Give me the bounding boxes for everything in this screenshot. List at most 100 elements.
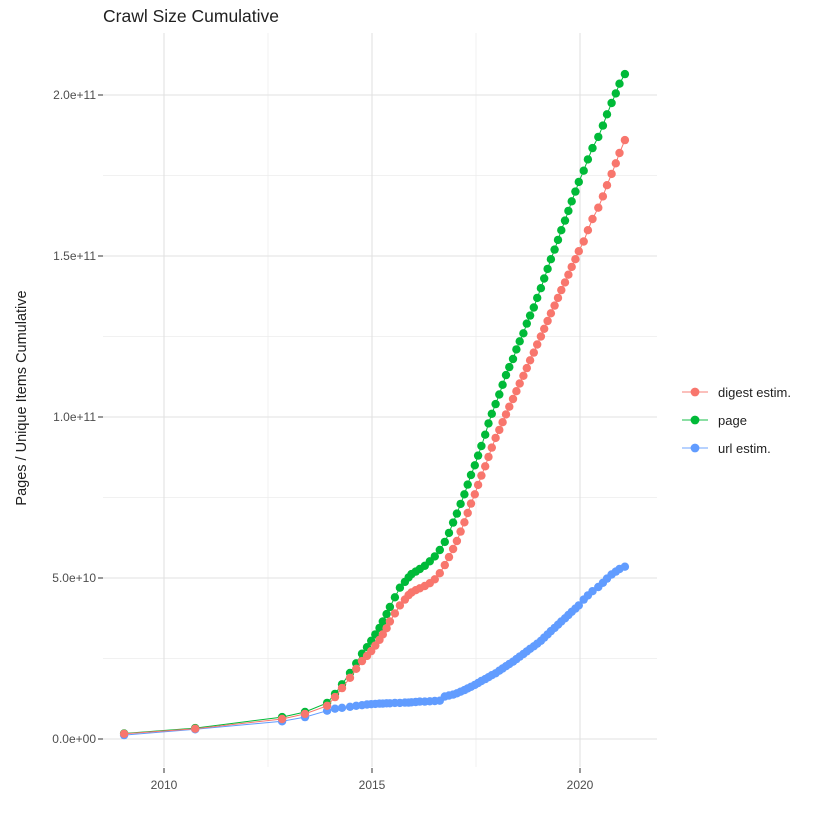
data-point-page (525, 311, 535, 320)
data-point-digest-estim (525, 356, 535, 365)
data-point-page (375, 623, 384, 633)
data-point-page (435, 545, 444, 555)
data-point-digest-estim (529, 348, 538, 357)
data-point-page (522, 319, 531, 328)
data-point-digest-estim (444, 552, 454, 562)
data-point-page (385, 602, 395, 612)
legend-item-digest-estim: digest estim. (681, 378, 791, 406)
data-point-page (501, 370, 511, 380)
x-tick-label-2010: 2010 (150, 778, 178, 792)
data-point-page (498, 380, 507, 389)
data-point-digest-estim (395, 601, 405, 610)
data-point-digest-estim (495, 425, 504, 435)
data-point-digest-estim (473, 480, 483, 490)
data-point-page (460, 490, 469, 499)
data-point-page (529, 303, 538, 312)
data-point-digest-estim (487, 443, 496, 452)
data-point-url-estim (345, 702, 355, 711)
data-point-digest-estim (456, 527, 465, 536)
data-point-digest-estim (553, 293, 563, 303)
data-point-page (515, 337, 524, 346)
data-point-digest-estim (594, 203, 603, 212)
data-point-page (615, 79, 624, 88)
data-point-digest-estim (505, 402, 514, 411)
data-point-digest-estim (470, 490, 479, 499)
data-point-page (546, 255, 556, 264)
data-point-digest-estim (385, 617, 395, 626)
data-point-url-estim (574, 601, 583, 610)
data-point-page (484, 419, 493, 428)
data-point-page (481, 430, 490, 439)
data-point-url-estim (337, 703, 347, 712)
legend-label-url-estim: url estim. (718, 440, 771, 456)
data-point-page (512, 345, 521, 354)
data-point-digest-estim (345, 673, 355, 682)
data-point-digest-estim (119, 729, 129, 738)
data-point-page (508, 354, 518, 364)
data-point-digest-estim (378, 630, 387, 639)
data-point-digest-estim (533, 340, 542, 349)
data-point-page (607, 98, 616, 108)
data-point-digest-estim (607, 169, 616, 179)
data-point-page (543, 264, 552, 274)
data-point-page (495, 390, 504, 399)
data-point-digest-estim (611, 159, 620, 168)
data-point-page (602, 110, 612, 119)
data-point-digest-estim (440, 560, 449, 570)
data-point-page (571, 187, 580, 196)
data-point-digest-estim (560, 278, 570, 287)
data-point-page (456, 499, 465, 509)
data-point-digest-estim (543, 316, 552, 326)
y-axis-title: Pages / Unique Items Cumulative (14, 290, 30, 506)
data-point-page (448, 518, 458, 527)
data-point-digest-estim (460, 518, 469, 527)
data-point-digest-estim (466, 499, 476, 508)
data-point-digest-estim (477, 471, 486, 480)
data-point-page (378, 617, 387, 626)
data-point-digest-estim (571, 255, 580, 264)
data-point-page (560, 216, 570, 225)
data-point-page (579, 166, 588, 175)
data-point-url-estim (620, 562, 630, 571)
data-point-page (553, 235, 563, 245)
data-point-digest-estim (579, 237, 588, 246)
data-point-digest-estim (390, 609, 400, 618)
data-point-digest-estim (615, 148, 624, 158)
data-point-digest-estim (277, 714, 287, 724)
data-point-digest-estim (567, 262, 576, 272)
data-point-digest-estim (491, 433, 500, 443)
data-point-digest-estim (330, 692, 340, 702)
chart-title: Crawl Size Cumulative (103, 6, 280, 26)
data-point-page (519, 329, 528, 338)
y-tick-label-5.0e10: 5.0e+10 (52, 571, 96, 585)
x-tick-label-2020: 2020 (566, 778, 594, 792)
data-point-digest-estim (463, 508, 472, 518)
data-point-digest-estim (540, 324, 549, 333)
data-point-url-estim (330, 704, 340, 713)
data-point-digest-estim (484, 452, 493, 462)
data-point-digest-estim (448, 544, 458, 554)
legend-key-icon (682, 415, 708, 425)
data-point-page (382, 609, 391, 619)
data-point-digest-estim (557, 285, 566, 295)
data-point-page (564, 206, 573, 216)
data-point-page (491, 399, 500, 409)
data-point-page (505, 362, 514, 372)
data-point-digest-estim (620, 135, 630, 145)
data-point-digest-estim (522, 363, 531, 373)
y-tick-label-1.0e11: 1.0e+11 (53, 410, 96, 424)
data-point-page (574, 177, 583, 187)
data-point-digest-estim (519, 371, 528, 380)
data-point-digest-estim (588, 214, 597, 224)
data-point-page (536, 284, 546, 293)
legend-item-url-estim: url estim. (681, 434, 791, 462)
data-point-digest-estim (337, 683, 347, 693)
data-point-digest-estim (501, 410, 511, 419)
legend-key-icon (682, 387, 708, 397)
data-point-digest-estim (564, 270, 573, 279)
legend-label-page: page (718, 412, 747, 428)
x-tick-label-2015: 2015 (358, 778, 386, 792)
data-point-digest-estim (550, 301, 559, 310)
